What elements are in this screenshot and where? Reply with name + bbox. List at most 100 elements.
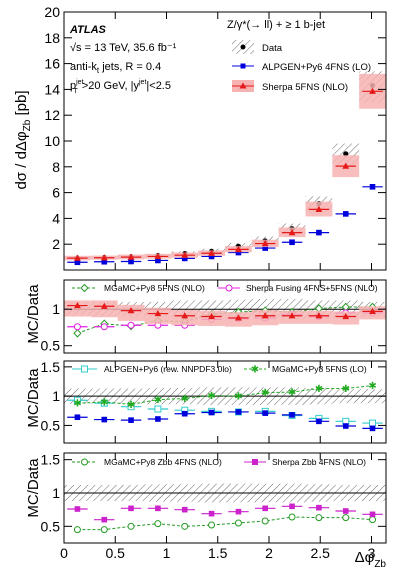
ratio1-series-2-point-7 [261, 312, 269, 319]
main-panel: 2 4 6 8 10 12 14 16 18 20 [44, 4, 387, 271]
main-ytick-label-4: 10 [44, 133, 60, 149]
ratio-panel-2: ✱ ✱ ✱ ✱ ✱ ✱ ✱ ✱ ✱ ✱ ✱ ✱ 0.5 1 1.5 [41, 359, 387, 444]
ratio2-series-2-point-11 [369, 425, 376, 432]
ratio3-series-1-point-6 [235, 508, 242, 515]
main-series-2-point-6 [235, 245, 242, 252]
ratio2-ytick-label-0: 0.5 [41, 417, 61, 433]
ratio1-series-1-point-1 [100, 323, 108, 331]
main-series-1-point-6 [235, 249, 242, 256]
ratio2-series-1-line [77, 385, 373, 405]
legend-sherpa-zbb-label: Sherpa Zbb 4FNS (NLO) [272, 457, 366, 467]
ratio3-series-1-point-1 [101, 516, 108, 523]
x-tick-label-3: 1.5 [208, 545, 228, 561]
legend-alpgen-label: ALPGEN+Py6 4FNS (LO) [262, 62, 371, 73]
ratio3-series-1-point-3 [155, 505, 161, 512]
x-tick-label-6: 3 [368, 545, 376, 561]
legend-sherpa-fusing-label: Sherpa Fusing 4FNS+5FNS (NLO) [246, 283, 378, 293]
main-series-2-point-4 [181, 251, 189, 258]
ratio2-series-1-point-5: ✱ [207, 391, 215, 402]
ratio2-series-0-point-11 [369, 419, 377, 427]
main-ytick-label-9: 20 [44, 4, 60, 20]
main-series-1-point-3 [155, 257, 161, 264]
main-ytick-label-5: 12 [44, 107, 60, 123]
main-series-1-point-5 [208, 253, 215, 260]
ratio2-series-0-point-3 [154, 405, 162, 413]
legend-data-marker [240, 44, 246, 50]
legend-sherpa-zbb-marker [252, 459, 258, 465]
ratio3-series-1-point-0 [74, 506, 81, 512]
ratio2-series-1-point-0: ✱ [73, 399, 81, 410]
legend-alpgen-marker [240, 63, 246, 69]
main-ytick-label-6: 14 [44, 81, 60, 97]
ratio3-frame [63, 452, 387, 544]
ratio1-series-2-point-0 [74, 301, 81, 309]
energy-label: √s = 13 TeV, 35.6 fb⁻¹ [70, 42, 177, 54]
ratio3-series-1-point-4 [181, 506, 188, 513]
ratio3-series-1-point-10 [342, 508, 349, 514]
ratio1-series-2-point-4 [181, 312, 189, 319]
ratio1-series-2-point-1 [100, 302, 108, 309]
main-series-2-point-11 [369, 87, 376, 94]
ratio3-series-1-point-5 [208, 510, 215, 517]
main-ytick-label-3: 8 [52, 159, 60, 175]
ratio2-series-2-point-1 [101, 416, 108, 423]
ratio2-series-1-point-1: ✱ [100, 398, 108, 409]
main-series-1-point-8 [289, 239, 295, 246]
ratio3-ytick-label-1: 1 [52, 485, 60, 501]
ratio2-series-1-point-9: ✱ [315, 384, 323, 395]
ratio3-series-0-point-3 [154, 520, 162, 528]
ratio1-series-2-point-2 [127, 307, 135, 314]
main-series-1-point-11 [369, 183, 376, 190]
main-ytick-label-0: 2 [52, 236, 60, 252]
ratio2-series-0-point-1 [100, 399, 108, 407]
ratio2-series-2-point-3 [155, 416, 161, 422]
ratio2-series-1-point-2: ✱ [127, 400, 135, 411]
ratio3-series-0-point-7 [261, 517, 269, 525]
ratio2-series-2-point-8 [289, 412, 295, 418]
legend-mg5-lo-marker: ✱ [251, 365, 259, 376]
ratio3-series-0-point-2 [127, 522, 135, 530]
ratio3-series-0-point-1 [100, 526, 108, 534]
ratio2-series-2-point-5 [208, 409, 215, 416]
ratio2-y-axis-label: MC/Data [25, 368, 42, 428]
jets-label: anti-kt jets, R = 0.4 [70, 61, 161, 75]
main-series-2-point-7 [261, 239, 269, 247]
legend-sherpa-label: Sherpa 5FNS (NLO) [262, 82, 348, 93]
main-legend: Data ALPGEN+Py6 4FNS (LO) Sherpa 5FNS (N… [232, 40, 371, 93]
main-y-axis-label: dσ / dΔφZb [pb] [13, 90, 33, 189]
x-axis-label: ΔφZb [355, 549, 387, 570]
ratio2-series-2-point-9 [316, 418, 322, 425]
x-tick-label-2: 1 [163, 545, 171, 561]
ratio2-ytick-label-2: 1.5 [41, 359, 61, 375]
ratio3-series-0-point-0 [73, 526, 81, 534]
legend-mg5-nlo-marker [80, 283, 89, 293]
x-tick-label-0: 0 [60, 545, 68, 561]
ratio3-series-1-point-2 [128, 505, 134, 512]
ratio2-series-1-point-3: ✱ [154, 395, 162, 406]
ratio1-legend: MGaMC+Py8 5FNS (NLO) Sherpa Fusing 4FNS+… [72, 283, 378, 293]
main-series-1-point-1 [101, 258, 108, 265]
legend-mg5-zbb-marker [81, 458, 88, 466]
ratio3-series-0-point-9 [315, 514, 323, 522]
main-series-1-point-7 [262, 245, 268, 251]
ratio3-series-0-point-6 [234, 519, 242, 527]
main-ytick-label-1: 4 [52, 210, 60, 226]
ratio2-ytick-label-1: 1 [52, 388, 60, 404]
ratio1-series-1-point-0 [73, 323, 81, 331]
ratio3-ytick-label-0: 0.5 [41, 518, 61, 534]
main-series-2-point-3 [154, 252, 162, 260]
ratio1-series-0-point-0 [73, 328, 82, 338]
ratio1-series-2-point-3 [154, 309, 162, 317]
ratio3-series-0-line [77, 516, 373, 531]
main-series-1-point-9 [316, 229, 322, 236]
main-series-1-point-4 [181, 255, 188, 262]
ratio3-series-0-point-5 [208, 521, 216, 529]
ratio1-series-2-point-6 [235, 314, 242, 321]
ratio2-series-1-point-4: ✱ [181, 394, 189, 405]
legend-alpgen-rew-label: ALPGEN+Py6 (rew. NNPDF3.0lo) [104, 364, 232, 374]
ratio3-series-1-point-7 [262, 505, 268, 512]
main-series-1-point-10 [342, 211, 349, 217]
x-tick-label-1: 0.5 [106, 545, 126, 561]
legend-mg5-zbb-label: MGaMC+Py8 Zbb 4FNS (NLO) [104, 457, 222, 467]
ratio-panel-1: 0.51 [41, 279, 387, 354]
